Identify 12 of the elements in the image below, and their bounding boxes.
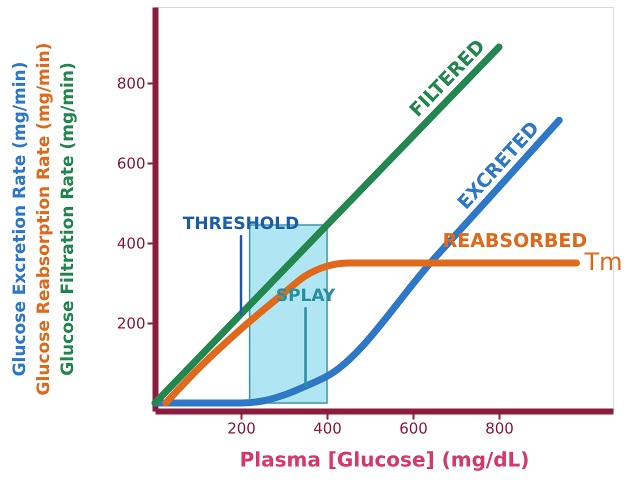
- x-axis-title: Plasma [Glucose] (mg/dL): [240, 448, 530, 472]
- x-tick-label: 200: [227, 420, 256, 438]
- y-tick-label: 800: [116, 74, 146, 92]
- y-tick-label: 200: [116, 314, 146, 332]
- y-tick-label: 400: [116, 234, 146, 252]
- annotation: Tm: [583, 248, 622, 276]
- y-axis-title: Glucose Excretion Rate (mg/min) Glucose Reabsorption Rate (mg/min) Glucose Filtration Rate (mg/min): [10, 42, 78, 396]
- x-tick-label: 400: [313, 420, 342, 438]
- x-tick-label: 600: [399, 420, 428, 438]
- x-tick-label: 800: [485, 420, 514, 438]
- annotation: THRESHOLD: [182, 214, 300, 234]
- y-tick-label: 600: [116, 154, 146, 172]
